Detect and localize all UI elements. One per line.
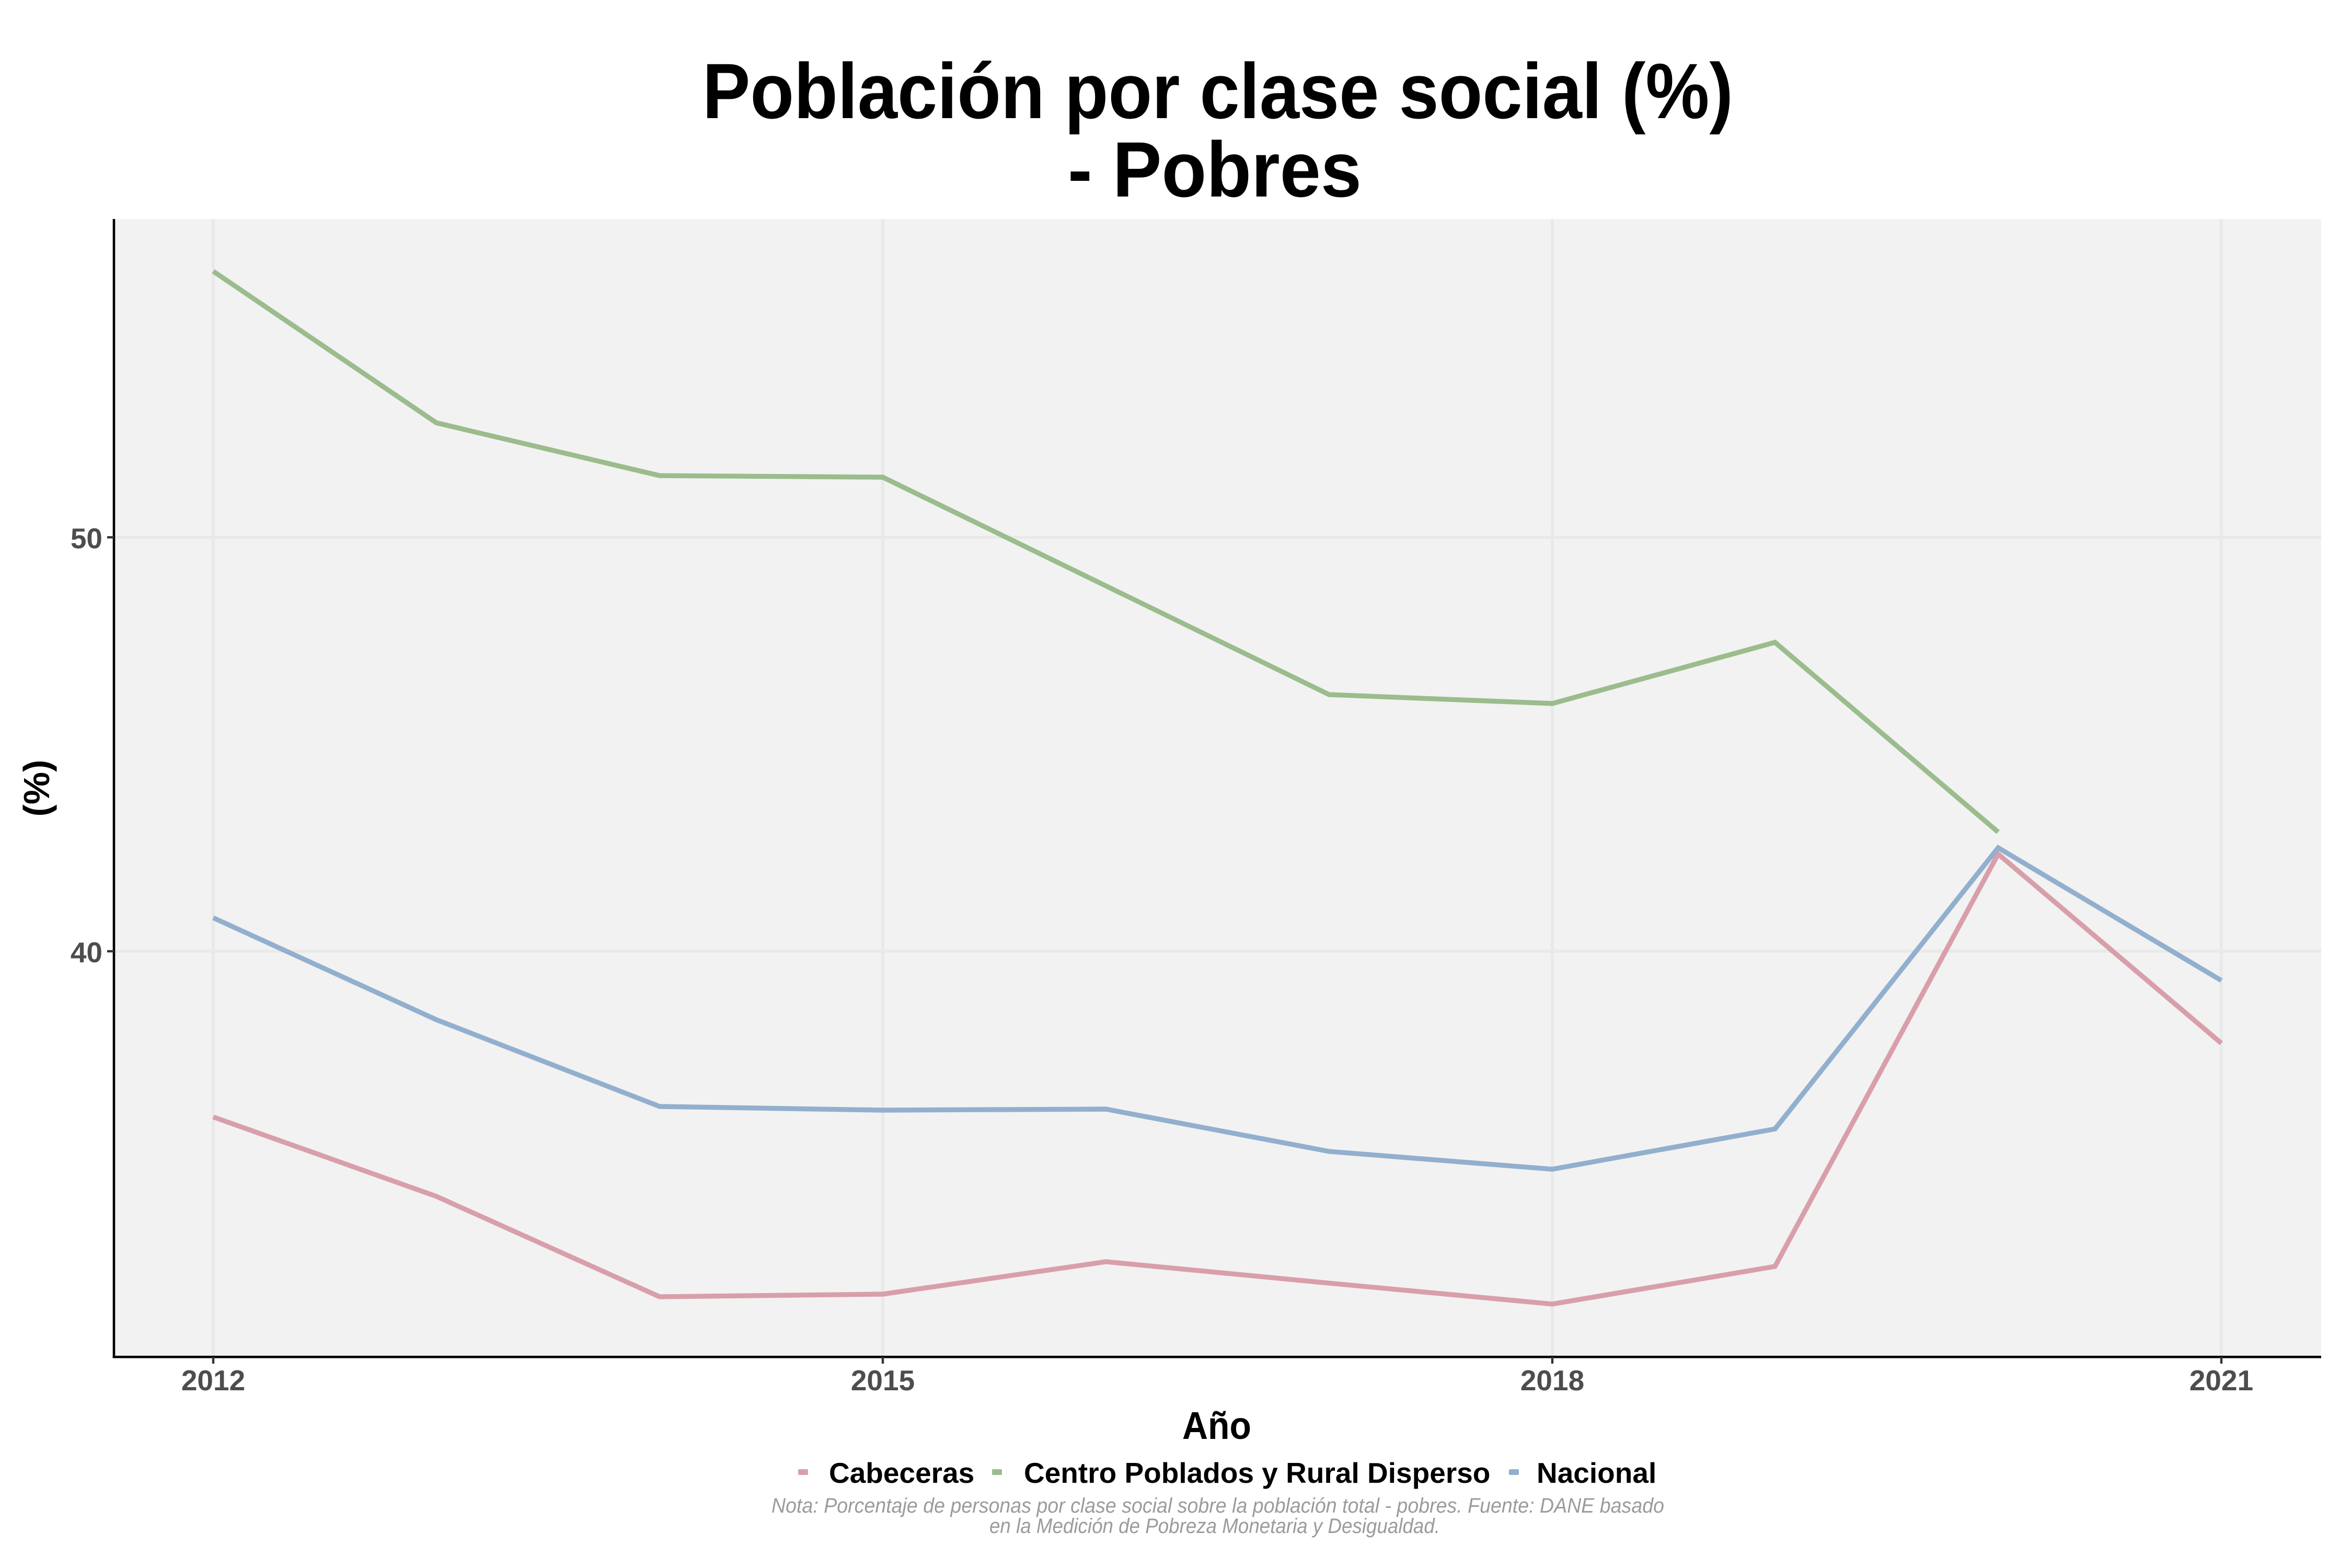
svg-text:- Pobres: - Pobres <box>1068 125 1362 213</box>
svg-text:Centro Poblados y Rural Disper: Centro Poblados y Rural Disperso <box>1024 1457 1490 1489</box>
svg-text:Año: Año <box>1182 1404 1251 1447</box>
svg-text:Cabeceras: Cabeceras <box>829 1457 974 1489</box>
svg-text:2018: 2018 <box>1520 1364 1584 1397</box>
svg-text:2015: 2015 <box>851 1364 915 1397</box>
svg-text:2021: 2021 <box>2189 1364 2253 1397</box>
svg-text:en la Medición de Pobreza Mone: en la Medición de Pobreza Monetaria y De… <box>989 1515 1440 1538</box>
svg-text:Población por clase social (%): Población por clase social (%) <box>702 47 1733 135</box>
svg-text:40: 40 <box>71 936 102 969</box>
svg-text:(%): (%) <box>16 760 57 817</box>
svg-text:50: 50 <box>71 522 102 555</box>
svg-text:Nota: Porcentaje de personas p: Nota: Porcentaje de personas por clase s… <box>771 1494 1664 1517</box>
svg-text:Nacional: Nacional <box>1537 1457 1656 1489</box>
svg-text:2012: 2012 <box>181 1364 245 1397</box>
